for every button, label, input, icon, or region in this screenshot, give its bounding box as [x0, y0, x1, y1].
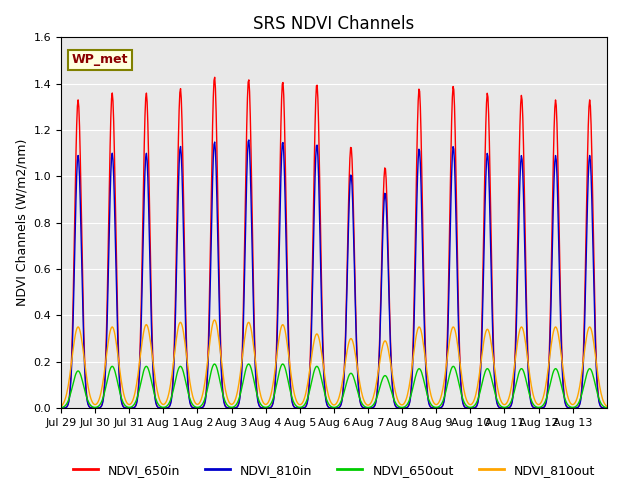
NDVI_650in — [211, 74, 218, 80]
NDVI_650out — [222, 400, 230, 406]
NDVI_650in — [57, 405, 65, 411]
NDVI_650in — [121, 405, 129, 410]
NDVI_810in — [422, 354, 429, 360]
Title: SRS NDVI Channels: SRS NDVI Channels — [253, 15, 415, 33]
NDVI_810in — [57, 405, 65, 411]
Line: NDVI_650in: NDVI_650in — [61, 77, 607, 408]
NDVI_810out — [422, 356, 429, 362]
Text: WP_met: WP_met — [72, 53, 129, 66]
NDVI_650out — [211, 361, 218, 367]
NDVI_810out — [391, 385, 399, 391]
NDVI_650in — [603, 405, 611, 411]
NDVI_810in — [391, 401, 399, 407]
Line: NDVI_810out: NDVI_810out — [61, 320, 607, 406]
Y-axis label: NDVI Channels (W/m2/nm): NDVI Channels (W/m2/nm) — [15, 139, 28, 306]
NDVI_810in — [250, 293, 257, 299]
NDVI_810out — [57, 403, 65, 409]
NDVI_650in — [250, 268, 257, 274]
NDVI_810in — [121, 405, 129, 411]
NDVI_810in — [603, 405, 611, 411]
Line: NDVI_650out: NDVI_650out — [61, 364, 607, 408]
NDVI_650out — [422, 384, 429, 390]
NDVI_810out — [603, 403, 611, 409]
NDVI_650in — [391, 401, 399, 407]
NDVI_810out — [211, 317, 218, 323]
NDVI_810out — [250, 340, 257, 346]
NDVI_650out — [603, 405, 611, 410]
NDVI_650out — [270, 394, 278, 399]
NDVI_810in — [221, 404, 229, 409]
NDVI_650in — [270, 395, 278, 400]
NDVI_650out — [391, 398, 399, 404]
NDVI_650out — [57, 405, 65, 410]
NDVI_810in — [245, 137, 253, 143]
NDVI_810out — [222, 390, 230, 396]
NDVI_650out — [121, 403, 129, 408]
NDVI_810in — [270, 396, 278, 402]
NDVI_810out — [270, 376, 278, 382]
Legend: NDVI_650in, NDVI_810in, NDVI_650out, NDVI_810out: NDVI_650in, NDVI_810in, NDVI_650out, NDV… — [68, 459, 600, 480]
NDVI_810out — [121, 396, 129, 402]
NDVI_650in — [222, 404, 230, 410]
NDVI_650in — [422, 343, 429, 348]
NDVI_650out — [250, 374, 257, 380]
Line: NDVI_810in: NDVI_810in — [61, 140, 607, 408]
